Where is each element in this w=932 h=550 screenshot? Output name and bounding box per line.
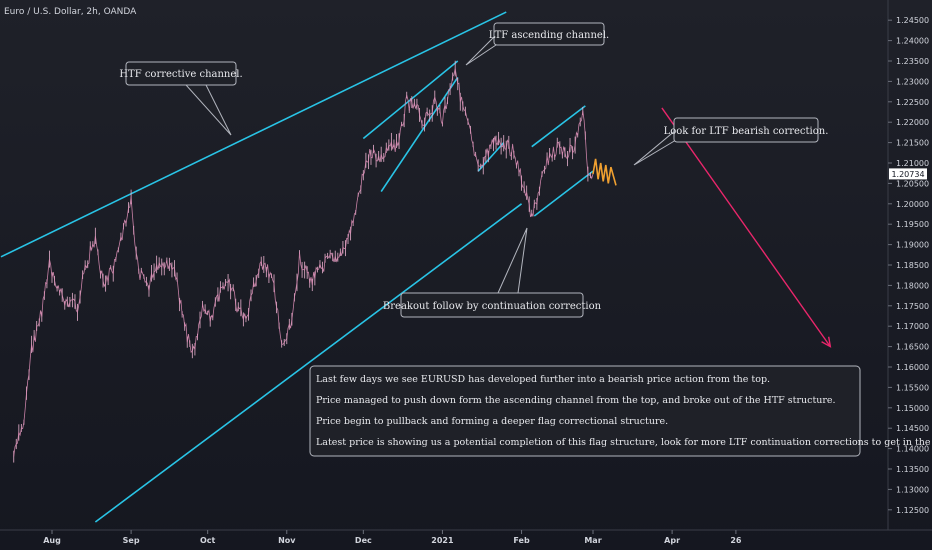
time-tick-label: Mar [584,536,601,545]
price-series [13,60,594,463]
channel-trendline [477,142,505,172]
price-tick-label: 1.15500 [896,383,929,392]
time-tick-label: 2021 [431,536,454,545]
time-tick-label: Sep [123,536,140,545]
price-tick-label: 1.13500 [896,465,929,474]
note-4: Latest price is showing us a potential c… [316,437,932,448]
callout-breakout[interactable]: Breakout follow by continuation correcti… [383,227,602,318]
price-tick-label: 1.22500 [896,98,929,107]
price-tick-label: 1.22000 [896,118,929,127]
callout-ltf-channel-box [493,22,605,46]
price-tick-label: 1.19500 [896,220,929,229]
price-tick-label: 1.20500 [896,179,929,188]
bearish-arrow[interactable] [661,107,832,348]
projection-zigzag [592,158,617,186]
price-line [13,68,594,457]
price-tick-label: 1.23000 [896,77,929,86]
callout-htf-pointer [184,84,232,136]
price-tick-label: 1.21500 [896,139,929,148]
time-tick-label: Aug [43,536,61,545]
price-tick-label: 1.19000 [896,241,929,250]
time-tick-label: Apr [664,536,680,545]
note-3: Price begin to pullback and forming a de… [316,416,668,427]
time-tick-label: Dec [355,536,372,545]
channel-trendline [0,11,507,258]
callout-ltf-correction-text: Look for LTF bearish correction. [664,126,829,137]
callout-ltf-correction-box [673,117,819,143]
time-tick-label: Oct [200,536,216,545]
callout-breakout-box [400,292,584,318]
price-tick-label: 1.24500 [896,16,929,25]
time-tick-label: 26 [730,536,742,545]
arrow-shaft [661,107,831,348]
price-tick-label: 1.20000 [896,200,929,209]
price-tick-label: 1.17000 [896,322,929,331]
channel-trendline [94,203,523,523]
callout-htf-box [125,61,237,86]
analysis-notes-box [309,365,861,457]
price-tick-label: 1.15000 [896,404,929,413]
analysis-notes[interactable]: Last few days we see EURUSD has develope… [309,365,932,457]
price-tick-label: 1.24000 [896,37,929,46]
channel-trendline [531,105,586,148]
price-tick-label: 1.12500 [896,506,929,515]
callout-htf[interactable]: HTF corrective channel. [119,61,243,136]
price-tick-label: 1.16500 [896,343,929,352]
price-tick-label: 1.23500 [896,57,929,66]
drawn-trendlines[interactable] [0,11,594,523]
last-price-value: 1.20734 [891,170,924,179]
price-tick-label: 1.21000 [896,159,929,168]
price-tick-label: 1.18500 [896,261,929,270]
last-price-tag: 1.20734 [889,168,927,180]
channel-trendline [533,170,594,217]
note-1: Last few days we see EURUSD has develope… [316,374,770,385]
last-price-tag-bg [889,168,927,180]
callout-htf-text: HTF corrective channel. [119,69,242,80]
time-tick-label: Nov [278,536,296,545]
price-tick-label: 1.18000 [896,281,929,290]
callout-ltf-correction[interactable]: Look for LTF bearish correction. [633,117,829,166]
price-tick-label: 1.14000 [896,445,929,454]
price-tick-label: 1.16000 [896,363,929,372]
price-tick-label: 1.17500 [896,302,929,311]
projection-path [592,158,617,186]
price-tick-label: 1.13000 [896,485,929,494]
callout-ltf-channel-text: LTF ascending channel. [489,30,609,41]
arrow-head [821,336,832,348]
channel-trendline [380,76,459,193]
callout-ltf-channel[interactable]: LTF ascending channel. [465,22,609,66]
callout-breakout-pointer [497,227,528,294]
price-tick-label: 1.14500 [896,424,929,433]
time-tick-label: Feb [513,536,530,545]
time-axis[interactable]: Aug Sep Oct Nov Dec 2021 Feb Mar Apr 26 [43,530,742,545]
price-axis[interactable]: 1.24500 1.24000 1.23500 1.23000 1.22500 1.220… [888,16,929,515]
chart-title: Euro / U.S. Dollar, 2h, OANDA [4,7,137,17]
callout-breakout-text: Breakout follow by continuation correcti… [383,301,602,312]
note-2: Price managed to push down form the asce… [316,395,836,406]
